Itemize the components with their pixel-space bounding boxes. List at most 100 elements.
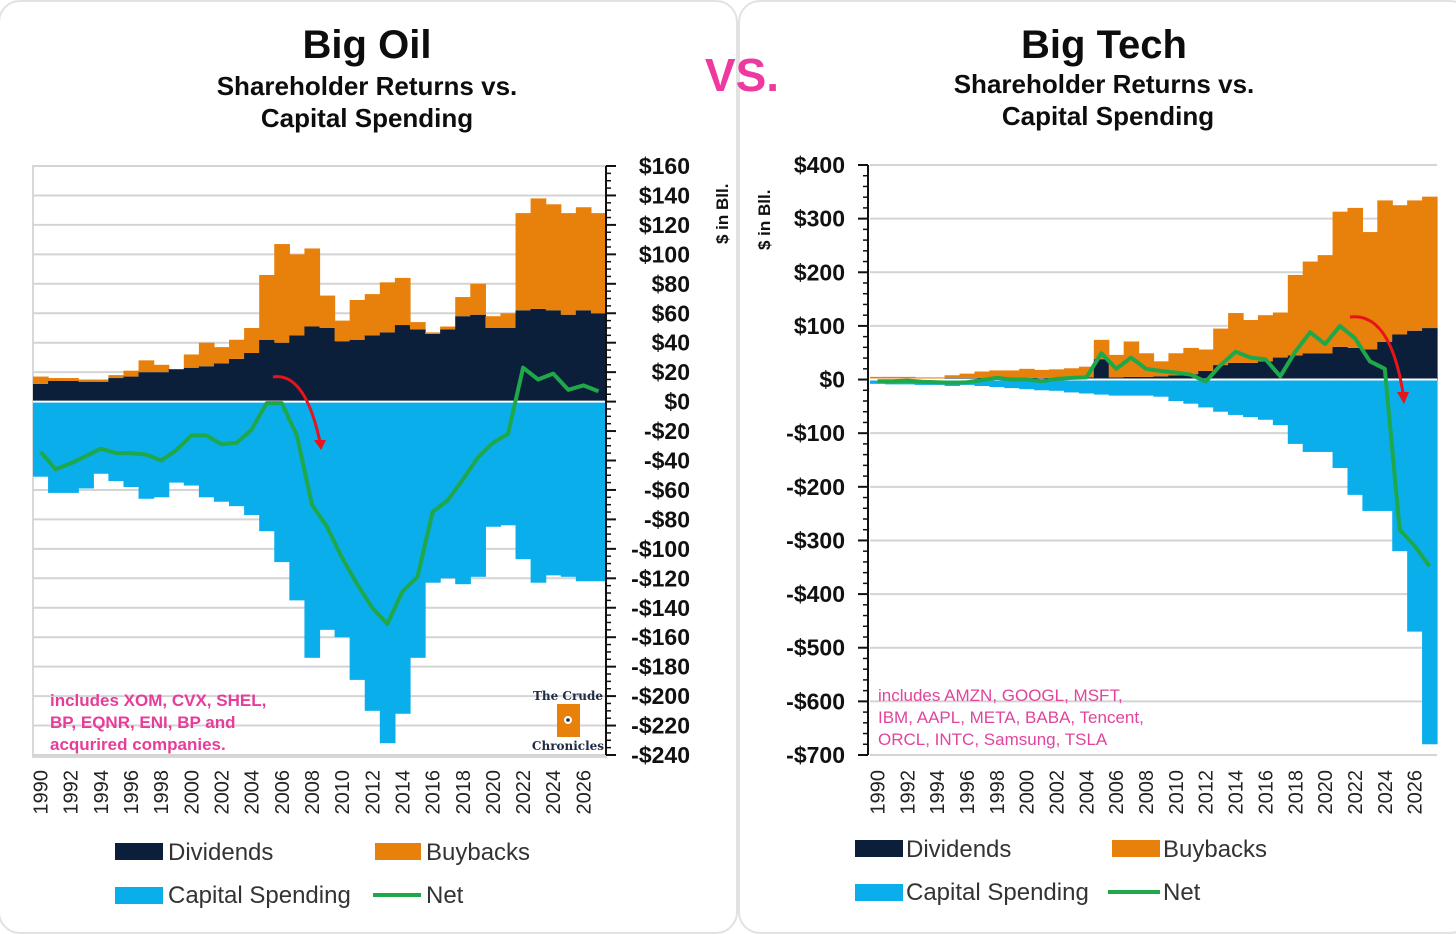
dividends-bar xyxy=(545,310,562,402)
buybacks-bar xyxy=(409,322,426,330)
dividends-bar xyxy=(1422,328,1438,380)
y-tick-label: -$300 xyxy=(786,527,845,553)
capex-bar xyxy=(1108,379,1125,396)
buybacks-bar xyxy=(1168,353,1184,376)
buybacks-bar xyxy=(1362,232,1378,350)
legend-label-dividends: Dividends xyxy=(906,836,1011,863)
legend-swatch-capex xyxy=(855,884,903,901)
capex-bar xyxy=(1123,379,1140,396)
capex-bar xyxy=(425,401,441,583)
right-chart-subtitle-2: Capital Spending xyxy=(1002,101,1214,131)
x-tick-label: 2010 xyxy=(332,770,354,815)
y-tick-label: $100 xyxy=(639,241,690,267)
buybacks-bar xyxy=(899,376,916,379)
buybacks-bar xyxy=(1243,320,1259,363)
buybacks-bar xyxy=(1034,369,1050,378)
y-tick-label: -$80 xyxy=(644,506,690,532)
dividends-bar xyxy=(394,325,411,402)
dividends-bar xyxy=(138,372,155,402)
y-tick-label: $200 xyxy=(794,259,845,285)
capex-bar xyxy=(515,401,532,560)
capex-bar xyxy=(440,401,456,579)
capex-bar xyxy=(545,401,562,576)
left-arrow-head-icon xyxy=(314,440,326,450)
y-tick-label: $400 xyxy=(794,152,845,178)
capex-bar xyxy=(78,401,94,489)
y-tick-label: -$220 xyxy=(631,713,690,739)
dividends-bar xyxy=(560,314,577,402)
capex-bar xyxy=(1272,379,1289,426)
capex-bar xyxy=(974,379,990,386)
x-tick-label: 1990 xyxy=(867,770,889,815)
x-tick-label: 2012 xyxy=(1196,770,1218,815)
legend-swatch-buybacks xyxy=(1112,840,1160,857)
capex-bar xyxy=(48,401,64,493)
capex-bar xyxy=(274,401,290,563)
x-tick-label: 2006 xyxy=(272,770,294,815)
capex-bar xyxy=(1362,379,1378,511)
buybacks-bar xyxy=(989,370,1005,378)
dividends-bar xyxy=(1198,370,1214,380)
dividends-bar xyxy=(485,327,502,402)
capex-bar xyxy=(530,401,547,583)
capex-bar xyxy=(1093,379,1110,395)
buybacks-bar xyxy=(470,283,486,315)
buybacks-bar xyxy=(974,371,990,378)
y-tick-label: $140 xyxy=(639,182,690,208)
buybacks-bar xyxy=(590,213,607,314)
dividends-bar xyxy=(590,313,607,402)
dividends-bar xyxy=(183,367,200,402)
y-tick-label: -$140 xyxy=(631,595,690,621)
x-tick-label: 2018 xyxy=(1285,770,1307,815)
buybacks-bar xyxy=(319,295,336,328)
capex-bar xyxy=(500,401,517,526)
right-note-line-3: ORCL, INTC, Samsung, TSLA xyxy=(878,730,1108,749)
left-legend: Dividends Buybacks Capital Spending Net xyxy=(115,839,530,909)
buybacks-bar xyxy=(123,370,140,377)
buybacks-bar xyxy=(289,254,306,336)
buybacks-bar xyxy=(78,379,94,382)
oil-drop-dot xyxy=(566,718,570,722)
dividends-bar xyxy=(168,369,185,402)
x-tick-label: 2000 xyxy=(1017,770,1039,815)
legend-label-buybacks: Buybacks xyxy=(1163,836,1267,863)
y-tick-label: $0 xyxy=(819,367,845,393)
dividends-bar xyxy=(78,381,94,402)
right-chart-title: Big Tech xyxy=(1021,23,1187,67)
right-note-line-2: IBM, AAPL, META, BABA, Tencent, xyxy=(878,708,1144,727)
capex-bar xyxy=(1228,379,1244,415)
buybacks-bar xyxy=(229,339,245,359)
capex-bar xyxy=(1063,379,1080,393)
buybacks-bar xyxy=(334,320,351,342)
capex-bar xyxy=(394,401,411,714)
dividends-bar xyxy=(409,329,426,402)
buybacks-bar xyxy=(485,316,502,328)
capex-bar xyxy=(183,401,200,486)
dividends-bar xyxy=(1123,376,1140,380)
buybacks-bar xyxy=(1392,205,1408,335)
capex-bar xyxy=(470,401,486,577)
capex-bar xyxy=(63,401,79,493)
buybacks-bar xyxy=(500,313,517,328)
buybacks-bar xyxy=(153,364,170,373)
capex-bar xyxy=(33,401,49,477)
buybacks-bar xyxy=(545,204,562,311)
y-tick-label: -$100 xyxy=(631,536,690,562)
dividends-bar xyxy=(1407,330,1423,380)
y-tick-label: -$200 xyxy=(631,683,690,709)
buybacks-bar xyxy=(1347,207,1363,348)
x-tick-label: 2024 xyxy=(1375,770,1397,815)
y-tick-label: -$40 xyxy=(644,448,690,474)
buybacks-bar xyxy=(1287,274,1304,356)
capex-bar xyxy=(259,401,275,532)
left-chart-title: Big Oil xyxy=(303,23,432,67)
x-tick-label: 1996 xyxy=(121,770,143,815)
buybacks-bar xyxy=(183,354,200,368)
buybacks-bar xyxy=(440,326,456,330)
capex-bar xyxy=(1004,379,1020,389)
capex-bar xyxy=(123,401,140,488)
capex-bar xyxy=(1138,379,1155,396)
dividends-bar xyxy=(1228,362,1244,380)
right-note-line-1: includes AMZN, GOOGL, MSFT, xyxy=(878,686,1123,705)
x-tick-label: 1996 xyxy=(957,770,979,815)
